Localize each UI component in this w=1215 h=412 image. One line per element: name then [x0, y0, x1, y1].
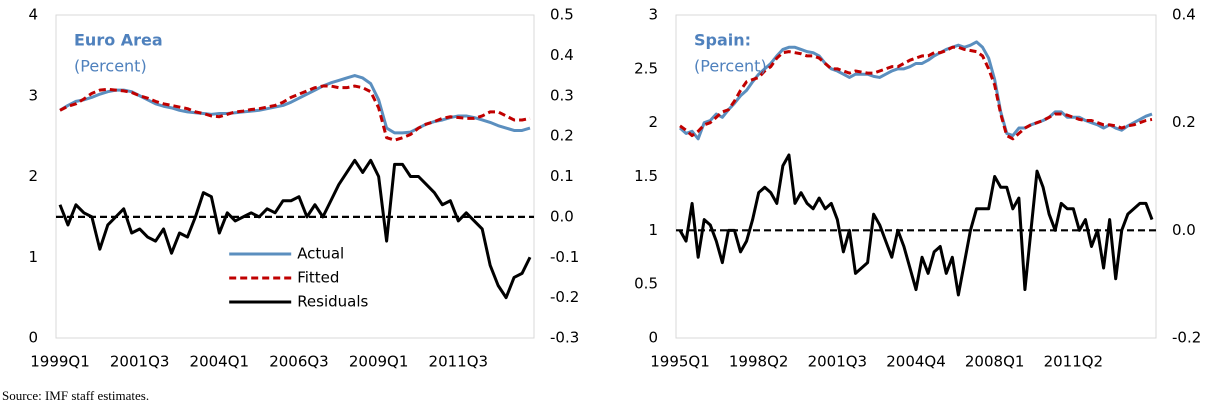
- x-tick-label: 2011Q3: [429, 353, 489, 371]
- x-tick-label: 2004Q4: [886, 353, 946, 371]
- y-tick-label: 2: [648, 113, 658, 131]
- legend-label: Residuals: [297, 293, 368, 311]
- x-tick-label: 2009Q1: [349, 353, 409, 371]
- legend-label: Fitted: [297, 269, 339, 287]
- series-line: [59, 84, 531, 142]
- panel-title: Spain:: [694, 31, 751, 50]
- legend-label: Actual: [297, 245, 344, 263]
- panel-subtitle: (Percent): [74, 57, 147, 76]
- y2-tick-label: 0.1: [550, 167, 574, 185]
- y2-tick-label: 0.5: [550, 6, 574, 24]
- series-line: [58, 158, 532, 300]
- x-tick-label: 2011Q2: [1044, 353, 1104, 371]
- x-tick-label: 2001Q3: [110, 353, 170, 371]
- y-tick-label: 0.5: [634, 275, 658, 293]
- y2-tick-label: 0.4: [550, 46, 574, 64]
- plot-area: [675, 14, 1157, 339]
- y-tick-label: 1: [28, 248, 38, 266]
- panel-title: Euro Area: [74, 31, 163, 50]
- y-tick-label: 0: [648, 329, 658, 347]
- y-tick-label: 2.5: [634, 59, 658, 77]
- x-tick-label: 1995Q1: [650, 353, 710, 371]
- y2-tick-label: -0.2: [1172, 329, 1201, 347]
- y-tick-label: 2: [28, 167, 38, 185]
- y2-tick-label: 0.3: [550, 86, 574, 104]
- y-tick-label: 1.5: [634, 167, 658, 185]
- x-tick-label: 1999Q1: [30, 353, 90, 371]
- x-tick-label: 2008Q1: [965, 353, 1025, 371]
- y2-tick-label: -0.2: [550, 288, 579, 306]
- y-tick-label: 4: [28, 6, 38, 24]
- y2-tick-label: 0.2: [1172, 113, 1196, 131]
- y2-tick-label: 0.4: [1172, 6, 1196, 24]
- x-tick-label: 2004Q1: [190, 353, 250, 371]
- x-tick-label: 2001Q3: [808, 353, 868, 371]
- y-tick-label: 3: [28, 86, 38, 104]
- plot-area: [55, 14, 535, 339]
- y2-tick-label: 0.0: [1172, 221, 1196, 239]
- y-tick-label: 1: [648, 221, 658, 239]
- y2-tick-label: -0.1: [550, 248, 579, 266]
- y2-tick-label: 0.0: [550, 207, 574, 225]
- x-tick-label: 1998Q2: [729, 353, 789, 371]
- y-tick-label: 3: [648, 6, 658, 24]
- y-tick-label: 0: [28, 329, 38, 347]
- y2-tick-label: -0.3: [550, 329, 579, 347]
- x-tick-label: 2006Q3: [269, 353, 329, 371]
- panel-subtitle: (Percent): [694, 57, 767, 76]
- source-note: Source: IMF staff estimates.: [2, 388, 149, 403]
- series-line: [679, 40, 1153, 141]
- y2-tick-label: 0.2: [550, 127, 574, 145]
- series-line: [59, 74, 531, 135]
- series-line: [678, 153, 1154, 297]
